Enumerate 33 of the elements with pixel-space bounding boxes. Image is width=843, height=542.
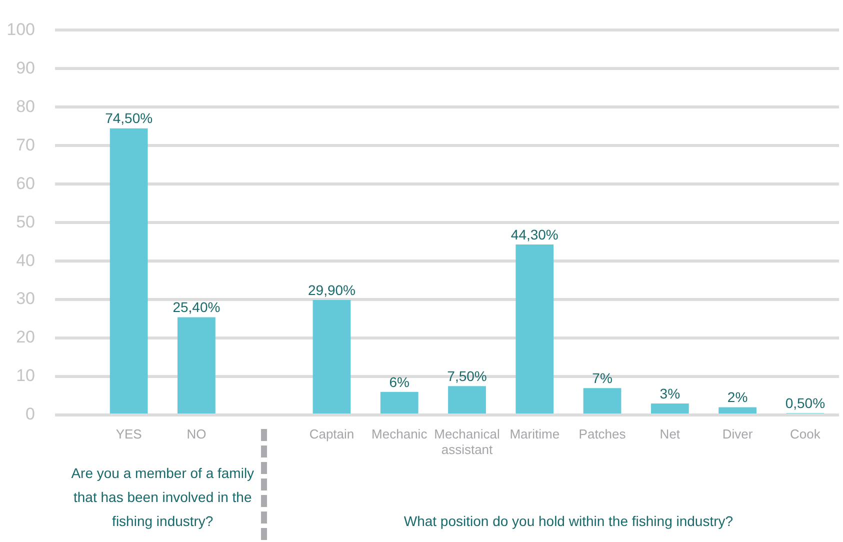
y-tick-label: 20: [16, 328, 35, 347]
data-label: 25,40%: [172, 299, 220, 316]
data-label: 74,50%: [105, 110, 153, 126]
y-tick-label: 90: [16, 58, 35, 78]
x-tick-label: YES: [116, 426, 142, 442]
x-tick-label: Mechanical assistant: [434, 426, 500, 457]
data-label: 7%: [592, 370, 612, 386]
data-label: 29,90%: [308, 282, 356, 298]
y-tick-label: 100: [6, 20, 35, 39]
x-tick-label: Patches: [578, 426, 626, 442]
text: Are you a member of a family that has been involved in the fishing industry?: [71, 465, 254, 529]
x-tick-label: Cook: [790, 426, 821, 442]
data-label: 7,50%: [447, 368, 487, 384]
x-tick-label: NO: [186, 426, 206, 442]
data-label: 44,30%: [510, 226, 558, 242]
data-label: 6%: [389, 374, 410, 390]
y-tick-label: 0: [26, 404, 35, 424]
text: What position do you hold within the fishing industry?: [404, 513, 734, 529]
x-tick-label: Diver: [722, 426, 754, 442]
x-tick-label: Net: [660, 426, 680, 442]
y-tick-label: 10: [16, 366, 35, 386]
y-tick-label: 70: [16, 135, 35, 154]
x-tick-label: Mechanic: [372, 426, 428, 442]
y-tick-label: 50: [16, 212, 35, 232]
y-tick-label: 40: [16, 250, 35, 270]
data-label: 0,50%: [785, 394, 826, 411]
y-tick-label: 30: [16, 289, 35, 308]
x-tick-label: Captain: [309, 426, 354, 442]
y-tick-label: 80: [16, 96, 35, 116]
x-tick-label: Maritime: [510, 426, 560, 442]
data-label: 3%: [660, 385, 680, 402]
data-label: 2%: [727, 389, 748, 406]
y-tick-label: 60: [16, 174, 35, 193]
